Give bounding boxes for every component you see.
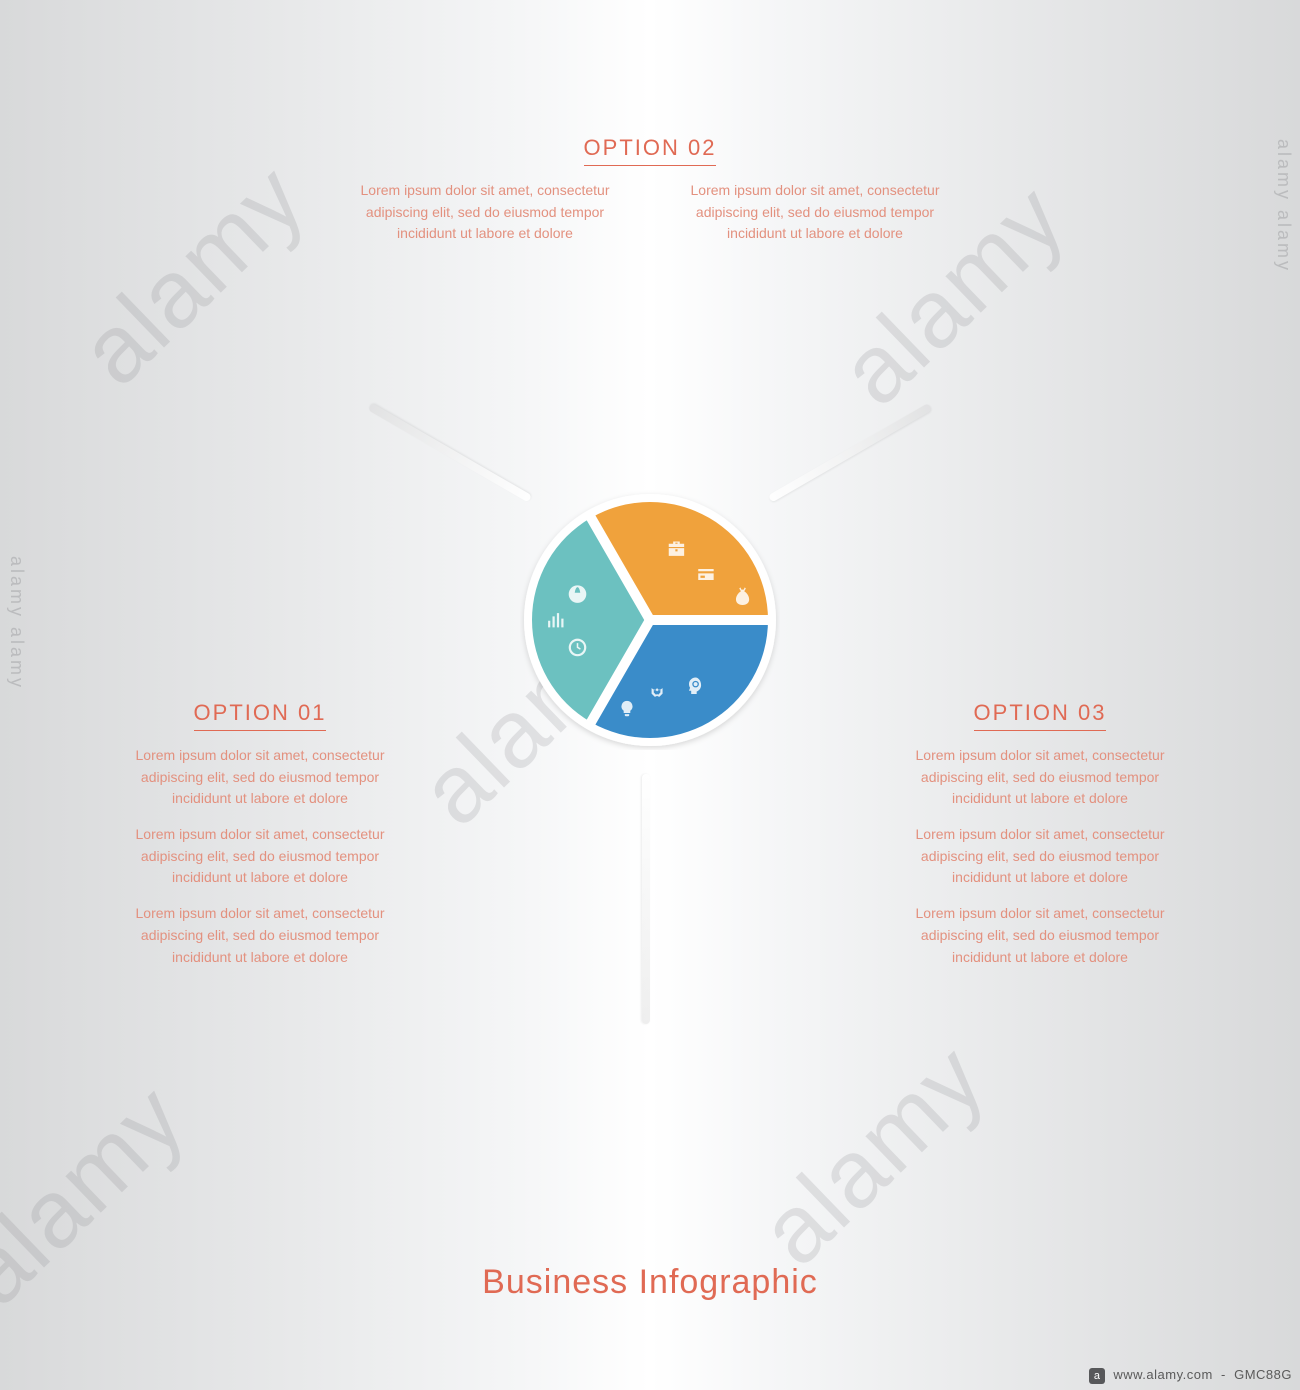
option-title: OPTION 02 — [584, 135, 717, 166]
watermark-side-left: alamy alamy — [6, 556, 27, 690]
connector-bottom — [642, 774, 650, 1024]
connector-top-right — [768, 403, 932, 502]
option-body: Lorem ipsum dolor sit amet, consectetur … — [900, 903, 1180, 968]
watermark-diagonal: alamy — [0, 1063, 207, 1327]
option-body: Lorem ipsum dolor sit amet, consectetur … — [120, 824, 400, 889]
image-id-text: GMC88G — [1234, 1367, 1292, 1382]
option-body: Lorem ipsum dolor sit amet, consectetur … — [120, 745, 400, 810]
option-title: OPTION 01 — [194, 700, 327, 731]
option-body: Lorem ipsum dolor sit amet, consectetur … — [120, 903, 400, 968]
option-block-02: OPTION 02 Lorem ipsum dolor sit amet, co… — [330, 135, 970, 259]
alamy-logo-icon: a — [1089, 1368, 1105, 1384]
connector-top-left — [368, 403, 532, 502]
main-title: Business Infographic — [482, 1263, 818, 1302]
option-title: OPTION 03 — [974, 700, 1107, 731]
infographic-canvas: alamy alamy alamy alamy alamy alamy alam… — [0, 0, 1300, 1390]
pie-chart — [520, 490, 780, 750]
option-body: Lorem ipsum dolor sit amet, consectetur … — [675, 180, 955, 245]
option-body: Lorem ipsum dolor sit amet, consectetur … — [345, 180, 625, 245]
credit-url: www.alamy.com — [1113, 1367, 1212, 1382]
option-body: Lorem ipsum dolor sit amet, consectetur … — [900, 824, 1180, 889]
option-block-03: OPTION 03 Lorem ipsum dolor sit amet, co… — [900, 700, 1180, 982]
image-id: a www.alamy.com - GMC88G — [1089, 1367, 1292, 1384]
option-block-01: OPTION 01 Lorem ipsum dolor sit amet, co… — [120, 700, 400, 982]
watermark-side-right: alamy alamy — [1273, 139, 1294, 273]
watermark-diagonal: alamy — [59, 143, 327, 407]
credit-card-icon — [698, 569, 713, 580]
watermark-diagonal: alamy — [739, 1023, 1007, 1287]
option-body: Lorem ipsum dolor sit amet, consectetur … — [900, 745, 1180, 810]
